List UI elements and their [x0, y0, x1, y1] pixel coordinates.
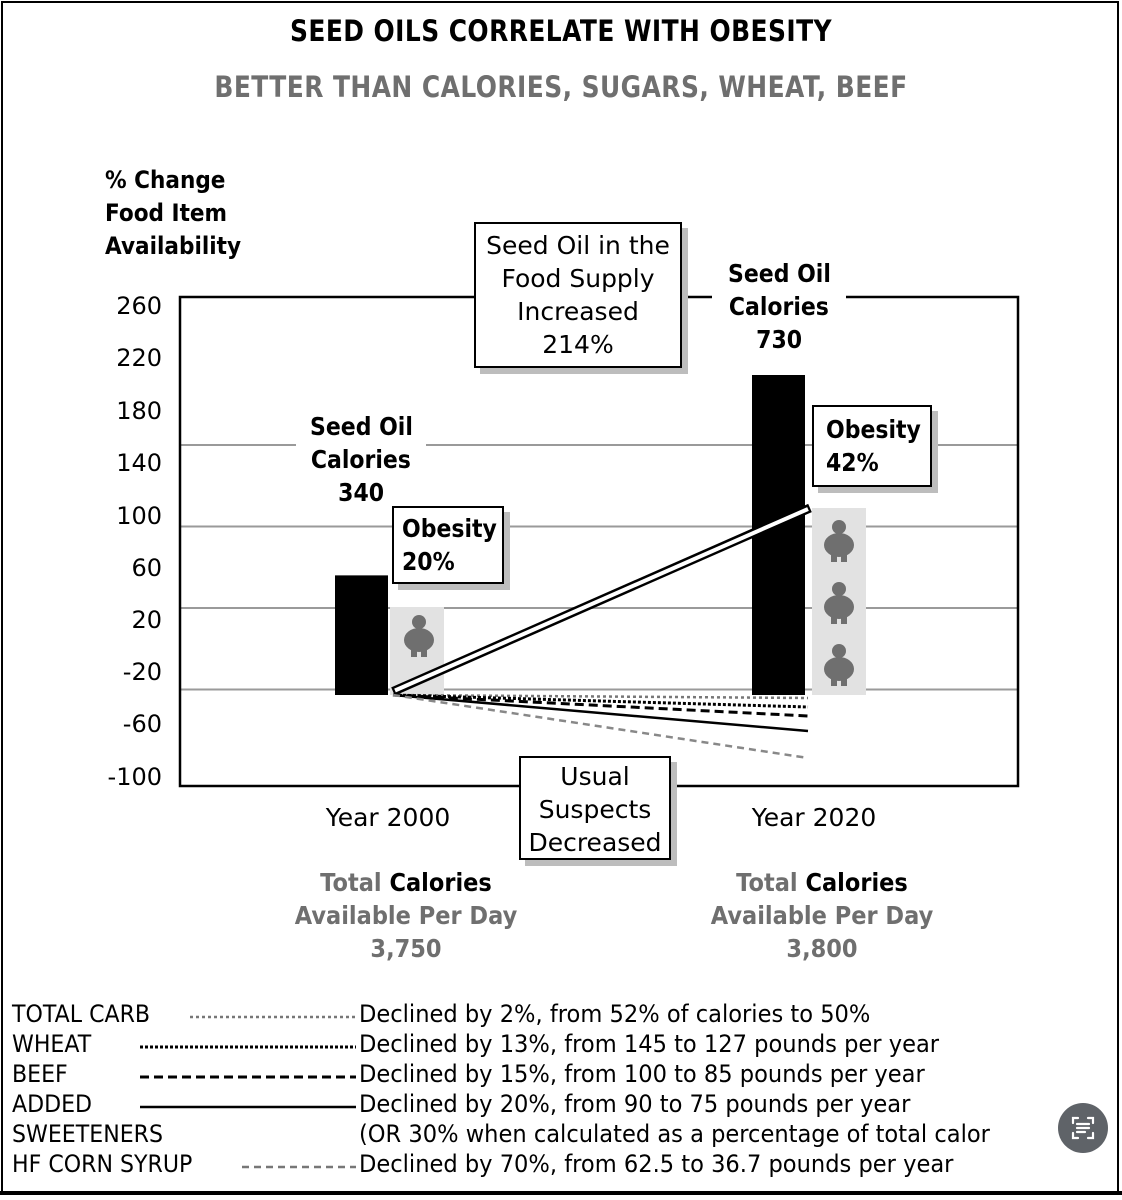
- legend-row-wheat: WHEAT Declined by 13%, from 145 to 127 p…: [12, 1030, 1112, 1060]
- totals-value: 3,750: [370, 934, 442, 963]
- legend-name: HF CORN SYRUP: [12, 1150, 193, 1178]
- y-tick-label: 220: [116, 344, 162, 372]
- obesity-label-line: 42%: [826, 448, 879, 477]
- person-icon: [411, 648, 417, 657]
- y-tick-label: 20: [131, 606, 162, 634]
- bar-label-line: 730: [756, 325, 802, 354]
- legend-row-total-carb: TOTAL CARB Declined by 2%, from 52% of c…: [12, 1000, 1112, 1030]
- y-tick-label: 260: [116, 292, 162, 320]
- bar-label-line: Calories: [310, 445, 412, 474]
- y-tick-label: 60: [131, 554, 162, 582]
- bar-label-line: Calories: [728, 292, 830, 321]
- obesity-label-line: 20%: [402, 547, 455, 576]
- obesity-label-2020: Obesity 42%: [812, 405, 932, 487]
- person-icon: [841, 553, 847, 562]
- bar-seed-oil: [335, 575, 388, 695]
- legend-name: TOTAL CARB: [12, 1000, 151, 1028]
- person-icon: [824, 533, 854, 557]
- totals-per-day: Available Per Day: [710, 901, 934, 930]
- legend-name: BEEF: [12, 1060, 68, 1088]
- scan-text-button[interactable]: [1058, 1103, 1108, 1153]
- totals-total-word: Total: [320, 868, 382, 897]
- totals-calories-word: Calories: [805, 868, 908, 897]
- y-tick-label: -60: [122, 710, 162, 738]
- legend-row-beef: BEEF Declined by 15%, from 100 to 85 pou…: [12, 1060, 1112, 1090]
- x-category-label: Year 2020: [751, 803, 877, 832]
- person-icon: [832, 520, 846, 534]
- legend-row-hf-corn-syrup: HF CORN SYRUP Declined by 70%, from 62.5…: [12, 1150, 1112, 1180]
- person-icon: [412, 615, 426, 629]
- person-icon: [841, 615, 847, 624]
- increase-callout-line: 214%: [542, 330, 614, 359]
- bar-label-line: 340: [338, 478, 384, 507]
- legend-swatch-dashed-gray: [242, 1165, 356, 1169]
- person-icon: [831, 615, 837, 624]
- bar-label-2000: Seed Oil Calories 340: [296, 410, 426, 509]
- person-icon: [841, 677, 847, 686]
- legend-row-added: ADDED Declined by 20%, from 90 to 75 pou…: [12, 1090, 1112, 1120]
- legend-name: ADDED: [12, 1090, 93, 1118]
- legend-description: Declined by 2%, from 52% of calories to …: [359, 1000, 871, 1028]
- y-axis-label: % Change Food Item Availability: [105, 164, 241, 263]
- totals-calories-word: Calories: [389, 868, 492, 897]
- y-tick-label: 100: [116, 502, 162, 530]
- y-tick-label: 180: [116, 397, 162, 425]
- scan-text-icon: [1071, 1116, 1095, 1140]
- bar-label-line: Seed Oil: [309, 412, 413, 441]
- legend-row-sweeteners: SWEETENERS (OR 30% when calculated as a …: [12, 1120, 1112, 1150]
- person-icon: [831, 553, 837, 562]
- increase-callout-line: Increased: [517, 297, 639, 326]
- total-calories-2020: Total Calories Available Per Day 3,800: [678, 866, 966, 965]
- person-icon: [832, 644, 846, 658]
- obesity-trend-line: [394, 507, 809, 693]
- person-icon: [824, 657, 854, 681]
- y-axis-label-line: Food Item: [105, 199, 228, 227]
- person-icon: [824, 595, 854, 619]
- legend-swatch-dashed-black: [140, 1075, 356, 1079]
- legend-name: WHEAT: [12, 1030, 92, 1058]
- decline-line: [392, 693, 809, 760]
- legend-description: Declined by 13%, from 145 to 127 pounds …: [359, 1030, 940, 1058]
- legend-description: Declined by 15%, from 100 to 85 pounds p…: [359, 1060, 925, 1088]
- legend-swatch-solid-black: [140, 1105, 356, 1109]
- bar-label-line: Seed Oil: [727, 259, 831, 288]
- decrease-callout-line: Suspects: [538, 795, 652, 824]
- chart-title: SEED OILS CORRELATE WITH OBESITY: [289, 14, 833, 48]
- increase-callout-line: Food Supply: [501, 264, 655, 293]
- legend-name: SWEETENERS: [12, 1120, 164, 1148]
- increase-callout: Seed Oil in the Food Supply Increased 21…: [474, 222, 682, 368]
- total-calories-2000: Total Calories Available Per Day 3,750: [262, 866, 550, 965]
- decrease-callout-line: Decreased: [528, 828, 662, 857]
- legend-description: Declined by 70%, from 62.5 to 36.7 pound…: [359, 1150, 954, 1178]
- totals-total-word: Total: [736, 868, 798, 897]
- person-icon: [421, 648, 427, 657]
- y-tick-label: -100: [107, 763, 162, 791]
- person-icon: [404, 628, 434, 652]
- bar-label-2020: Seed Oil Calories 730: [712, 257, 846, 356]
- person-icon: [832, 582, 846, 596]
- decrease-callout-line: Usual: [560, 762, 630, 791]
- decrease-callout: Usual Suspects Decreased: [519, 756, 671, 860]
- y-axis-label-line: Availability: [105, 232, 242, 260]
- legend-swatch-dotted-black: [140, 1045, 356, 1049]
- y-axis-label-line: % Change: [105, 166, 226, 194]
- x-category-label: Year 2000: [325, 803, 451, 832]
- obesity-label-2000: Obesity 20%: [392, 506, 504, 584]
- obesity-label-line: Obesity: [826, 415, 921, 444]
- chart-subtitle: BETTER THAN CALORIES, SUGARS, WHEAT, BEE…: [214, 70, 908, 104]
- y-tick-label: 140: [116, 449, 162, 477]
- bottom-rule: [0, 1191, 1122, 1195]
- y-tick-label: -20: [122, 658, 162, 686]
- obesity-label-line: Obesity: [402, 514, 497, 543]
- legend-description: Declined by 20%, from 90 to 75 pounds pe…: [359, 1090, 911, 1118]
- legend-description: (OR 30% when calculated as a percentage …: [359, 1120, 990, 1148]
- bar-seed-oil: [752, 375, 805, 695]
- legend-swatch-dotted-gray: [190, 1015, 356, 1019]
- totals-value: 3,800: [786, 934, 858, 963]
- totals-per-day: Available Per Day: [294, 901, 518, 930]
- person-icon: [831, 677, 837, 686]
- decline-line: [392, 693, 809, 733]
- increase-callout-line: Seed Oil in the: [486, 231, 670, 260]
- decline-line: [392, 693, 809, 709]
